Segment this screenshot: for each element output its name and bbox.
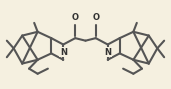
- Text: O: O: [92, 13, 99, 22]
- Text: N: N: [60, 48, 67, 57]
- Text: N: N: [104, 48, 111, 57]
- Text: O: O: [72, 13, 79, 22]
